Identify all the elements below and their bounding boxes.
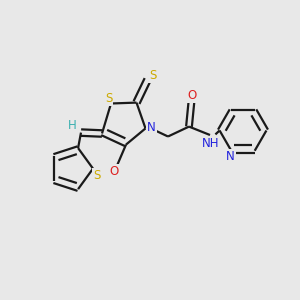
Text: S: S bbox=[105, 92, 112, 105]
Text: N: N bbox=[226, 150, 235, 163]
Text: O: O bbox=[188, 89, 196, 102]
Text: O: O bbox=[110, 165, 118, 178]
Text: H: H bbox=[68, 118, 77, 132]
Text: S: S bbox=[149, 69, 157, 82]
Text: NH: NH bbox=[202, 137, 220, 150]
Text: S: S bbox=[93, 169, 100, 182]
Text: N: N bbox=[147, 121, 156, 134]
